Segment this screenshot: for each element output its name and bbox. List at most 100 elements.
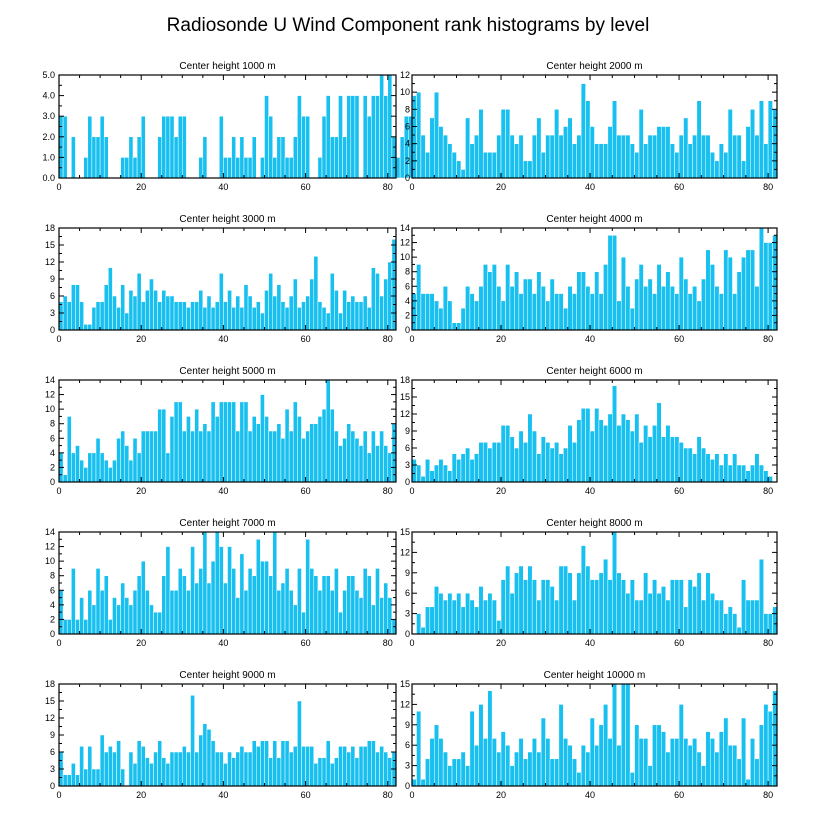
histogram-bar bbox=[763, 704, 769, 787]
histogram-bar bbox=[161, 408, 167, 483]
panel-title: Center height 7000 m bbox=[179, 518, 275, 529]
histogram-bar bbox=[634, 278, 640, 331]
histogram-bar bbox=[527, 413, 533, 483]
histogram-bar bbox=[338, 746, 343, 787]
histogram-bar bbox=[758, 464, 764, 483]
x-tick-label: 60 bbox=[674, 486, 684, 496]
y-tick-label: 2 bbox=[405, 156, 410, 166]
histogram-bar bbox=[678, 442, 684, 483]
histogram-bar bbox=[231, 757, 236, 787]
histogram-bar bbox=[736, 271, 742, 331]
histogram-bar bbox=[696, 436, 702, 483]
histogram-bar bbox=[447, 143, 453, 179]
histogram-bar bbox=[442, 464, 448, 483]
x-tick-label: 0 bbox=[409, 486, 414, 496]
histogram-bar bbox=[83, 467, 89, 483]
histogram-bar bbox=[288, 751, 294, 787]
histogram-bar bbox=[576, 772, 582, 787]
histogram-bar bbox=[563, 126, 569, 179]
histogram-bar bbox=[652, 425, 658, 483]
histogram-bar bbox=[554, 758, 560, 787]
histogram-bar bbox=[301, 115, 306, 179]
histogram-bar bbox=[451, 758, 457, 787]
histogram-bar bbox=[383, 278, 389, 331]
x-tick-label: 20 bbox=[496, 334, 506, 344]
x-tick-label: 40 bbox=[585, 486, 595, 496]
histogram-bar bbox=[91, 452, 97, 483]
histogram-bar bbox=[709, 152, 715, 179]
histogram-bar bbox=[293, 604, 298, 635]
x-tick-label: 80 bbox=[763, 486, 773, 496]
histogram-bar bbox=[661, 731, 666, 787]
histogram-bar bbox=[554, 293, 560, 331]
histogram-bar bbox=[210, 401, 216, 483]
histogram-bar bbox=[425, 606, 431, 635]
histogram-bar bbox=[280, 136, 286, 179]
histogram-bar bbox=[465, 117, 471, 179]
histogram-bar bbox=[420, 626, 426, 635]
histogram-bar bbox=[634, 724, 640, 787]
histogram-bar bbox=[313, 763, 319, 787]
histogram-bar bbox=[683, 447, 689, 483]
histogram-bar bbox=[425, 293, 431, 331]
histogram-bar bbox=[366, 115, 372, 179]
histogram-bar bbox=[687, 293, 693, 331]
y-tick-label: 12 bbox=[45, 713, 55, 723]
histogram-bar bbox=[500, 579, 506, 635]
histogram-bar bbox=[239, 553, 245, 635]
histogram-bar bbox=[112, 295, 117, 331]
histogram-bar bbox=[173, 301, 179, 331]
histogram-bar bbox=[297, 416, 302, 483]
histogram-bar bbox=[169, 115, 175, 179]
histogram-bar bbox=[375, 273, 380, 331]
y-tick-label: 4 bbox=[50, 600, 55, 610]
histogram-bar bbox=[732, 293, 738, 331]
histogram-bar bbox=[469, 599, 475, 635]
histogram-bar bbox=[763, 143, 769, 179]
histogram-bar bbox=[309, 746, 315, 787]
y-tick-label: 15 bbox=[45, 696, 55, 706]
histogram-bar bbox=[429, 470, 435, 483]
x-tick-label: 0 bbox=[409, 790, 414, 800]
histogram-bar bbox=[549, 134, 555, 179]
histogram-bar bbox=[482, 152, 488, 179]
histogram-bar bbox=[194, 301, 199, 331]
histogram-bar bbox=[616, 425, 622, 483]
histogram-bar bbox=[145, 757, 150, 787]
histogram-bar bbox=[616, 300, 622, 331]
histogram-bar bbox=[571, 293, 577, 331]
histogram-bar bbox=[297, 700, 302, 787]
histogram-bar bbox=[313, 575, 319, 635]
histogram-bar bbox=[474, 300, 480, 331]
histogram-bar bbox=[375, 95, 380, 179]
histogram-bar bbox=[652, 134, 658, 179]
histogram-bar bbox=[334, 430, 339, 483]
histogram-bar bbox=[145, 290, 150, 331]
histogram-bar bbox=[612, 385, 617, 483]
histogram-bar bbox=[545, 300, 551, 331]
histogram-bar bbox=[276, 590, 282, 635]
histogram-bar bbox=[736, 626, 742, 635]
histogram-bar bbox=[745, 249, 751, 331]
histogram-bar bbox=[478, 286, 484, 331]
histogram-bar bbox=[545, 134, 551, 179]
y-tick-label: 6 bbox=[405, 122, 410, 132]
histogram-bar bbox=[243, 157, 249, 179]
histogram-bar bbox=[460, 453, 466, 483]
histogram-bar bbox=[736, 758, 742, 787]
histogram-bar bbox=[260, 740, 265, 787]
histogram-bar bbox=[161, 757, 167, 787]
histogram-bar bbox=[309, 568, 315, 635]
x-tick-label: 40 bbox=[218, 334, 228, 344]
histogram-bar bbox=[223, 157, 228, 179]
histogram-bar bbox=[612, 531, 617, 635]
histogram-bar bbox=[321, 575, 327, 635]
histogram-bar bbox=[718, 731, 724, 787]
histogram-bar bbox=[723, 152, 729, 179]
x-tick-label: 40 bbox=[218, 486, 228, 496]
histogram-bar bbox=[549, 447, 555, 483]
histogram-bar bbox=[598, 572, 604, 635]
histogram-bar bbox=[647, 592, 653, 635]
histogram-bar bbox=[509, 134, 515, 179]
histogram-bar bbox=[451, 152, 457, 179]
